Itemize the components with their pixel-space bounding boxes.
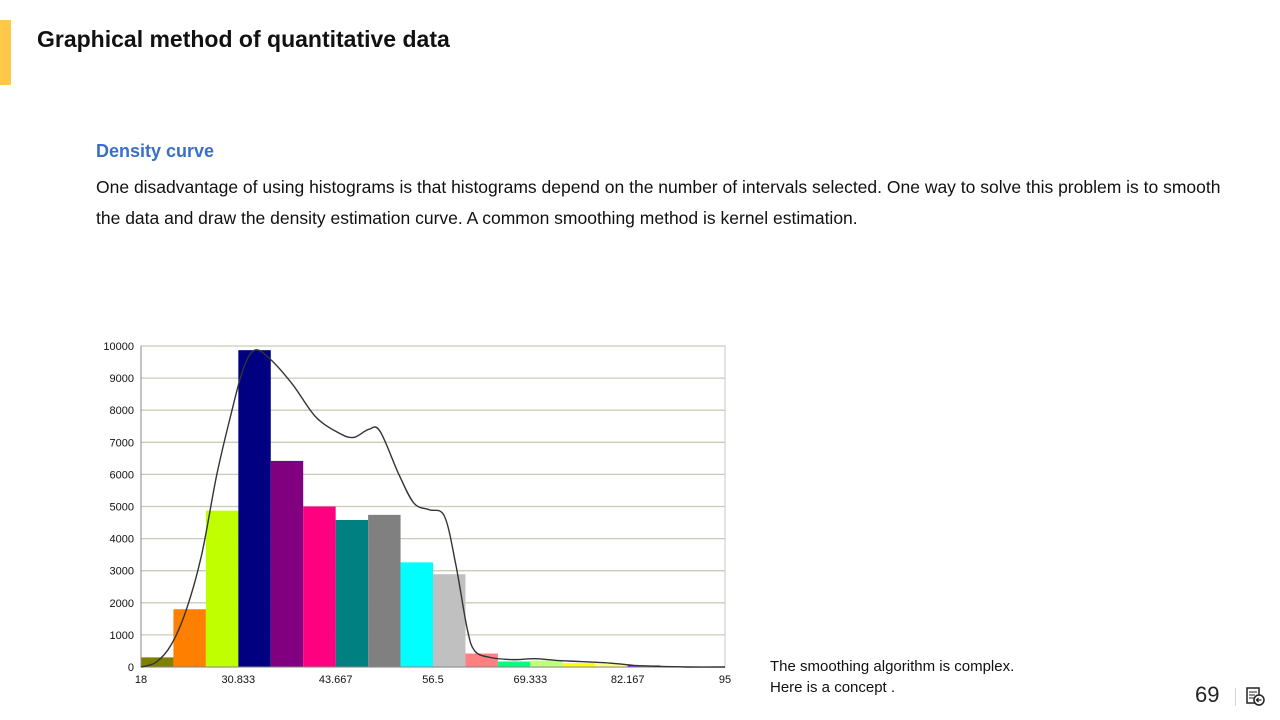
y-tick-label: 4000: [110, 534, 134, 546]
y-tick-label: 3000: [110, 566, 134, 578]
histogram-bar: [205, 510, 239, 667]
title-accent-bar: [0, 20, 11, 85]
x-tick-label: 95: [719, 674, 731, 686]
note-line-2: Here is a concept .: [770, 679, 896, 696]
histogram-bar: [173, 609, 206, 667]
histogram-bar: [497, 661, 531, 667]
y-tick-label: 5000: [110, 502, 134, 514]
y-tick-label: 6000: [110, 469, 134, 481]
y-tick-label: 10000: [103, 341, 134, 353]
x-tick-label: 18: [135, 674, 147, 686]
y-tick-label: 0: [128, 662, 134, 674]
y-tick-label: 8000: [110, 405, 134, 417]
density-curve: [140, 349, 726, 668]
slide-return-icon[interactable]: [1245, 686, 1265, 706]
histogram-bar: [530, 660, 563, 667]
x-tick-label: 43.667: [319, 674, 353, 686]
y-tick-label: 2000: [110, 598, 134, 610]
y-tick-label: 1000: [110, 630, 134, 642]
x-tick-label: 56.5: [422, 674, 443, 686]
x-tick-label: 82.167: [611, 674, 645, 686]
note-line-1: The smoothing algorithm is complex.: [770, 658, 1015, 675]
histogram-bar: [270, 460, 304, 667]
histogram-bar: [303, 506, 336, 667]
slide-title: Graphical method of quantitative data: [37, 26, 450, 52]
histogram-bar: [335, 519, 369, 667]
section-heading: Density curve: [96, 141, 215, 161]
section-body: One disadvantage of using histograms is …: [96, 177, 1221, 228]
y-tick-label: 7000: [110, 437, 134, 449]
x-tick-label: 30.833: [222, 674, 256, 686]
histogram-bar: [595, 663, 628, 667]
histogram-bar: [238, 350, 271, 667]
page-number: 69: [1195, 682, 1220, 707]
histogram-bar: [400, 562, 434, 667]
chart-note: The smoothing algorithm is complex. Here…: [770, 656, 1014, 698]
histogram-bar: [562, 663, 596, 667]
histogram-bar: [368, 514, 401, 667]
y-tick-label: 9000: [110, 373, 134, 385]
footer-divider: [1235, 688, 1236, 706]
x-tick-label: 69.333: [514, 674, 548, 686]
